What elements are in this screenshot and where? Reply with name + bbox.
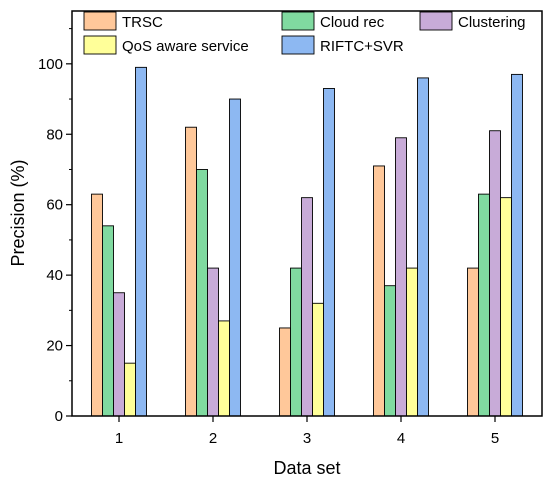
bar-riftc-svr-2 (229, 98, 241, 417)
bar-qos-aware-service-1 (124, 362, 136, 417)
plot-frame (71, 10, 543, 417)
bar-trsc-4 (373, 165, 385, 417)
bar-qos-aware-service-3 (312, 302, 324, 417)
y-tick-label: 100 (38, 56, 63, 73)
x-tick-label: 5 (491, 430, 499, 447)
bar-clustering-4 (395, 137, 407, 417)
bar-cloud-rec-4 (384, 285, 396, 417)
y-tick-label: 20 (46, 338, 63, 355)
bar-qos-aware-service-2 (218, 320, 230, 417)
x-tick-label: 3 (303, 430, 311, 447)
bar-riftc-svr-3 (323, 88, 335, 417)
x-tick-label: 1 (115, 430, 123, 447)
bar-riftc-svr-1 (135, 66, 147, 417)
bar-trsc-2 (185, 126, 197, 417)
y-tick-label: 40 (46, 267, 63, 284)
bar-qos-aware-service-4 (406, 267, 418, 417)
bar-riftc-svr-4 (417, 77, 429, 417)
bar-cloud-rec-3 (290, 267, 302, 417)
bar-cloud-rec-1 (102, 225, 114, 417)
y-axis: 0 20 40 60 80 100 (38, 28, 72, 425)
bar-clustering-3 (301, 197, 313, 417)
legend-label-riftc-svr: RIFTC+SVR (320, 38, 404, 55)
bars-group (91, 66, 523, 417)
bar-cloud-rec-5 (478, 193, 490, 417)
legend: TRSC Cloud rec Clustering QoS aware service… (83, 11, 526, 55)
x-axis: 1 2 3 4 5 (115, 416, 499, 447)
y-tick-label: 60 (46, 197, 63, 214)
x-tick-label: 4 (397, 430, 405, 447)
bar-qos-aware-service-5 (500, 197, 512, 417)
bar-clustering-2 (207, 267, 219, 417)
bar-riftc-svr-5 (511, 73, 523, 417)
bar-trsc-1 (91, 193, 103, 417)
bar-cloud-rec-2 (196, 169, 208, 417)
x-tick-label: 2 (209, 430, 217, 447)
legend-swatch-riftc-svr (281, 35, 315, 55)
bar-trsc-3 (279, 327, 291, 417)
y-axis-title: Precision (%) (8, 159, 28, 266)
legend-swatch-cloud-rec (281, 11, 315, 31)
legend-label-trsc: TRSC (122, 14, 163, 31)
legend-label-cloud-rec: Cloud rec (320, 14, 385, 31)
y-tick-label: 0 (55, 408, 63, 425)
legend-label-clustering: Clustering (458, 14, 526, 31)
legend-swatch-qos-aware-service (83, 35, 117, 55)
legend-label-qos-aware-service: QoS aware service (122, 38, 249, 55)
legend-swatch-trsc (83, 11, 117, 31)
legend-swatch-clustering (419, 11, 453, 31)
bar-clustering-5 (489, 130, 501, 417)
bar-clustering-1 (113, 292, 125, 417)
bar-trsc-5 (467, 267, 479, 417)
x-axis-title: Data set (273, 458, 340, 478)
y-tick-label: 80 (46, 126, 63, 143)
